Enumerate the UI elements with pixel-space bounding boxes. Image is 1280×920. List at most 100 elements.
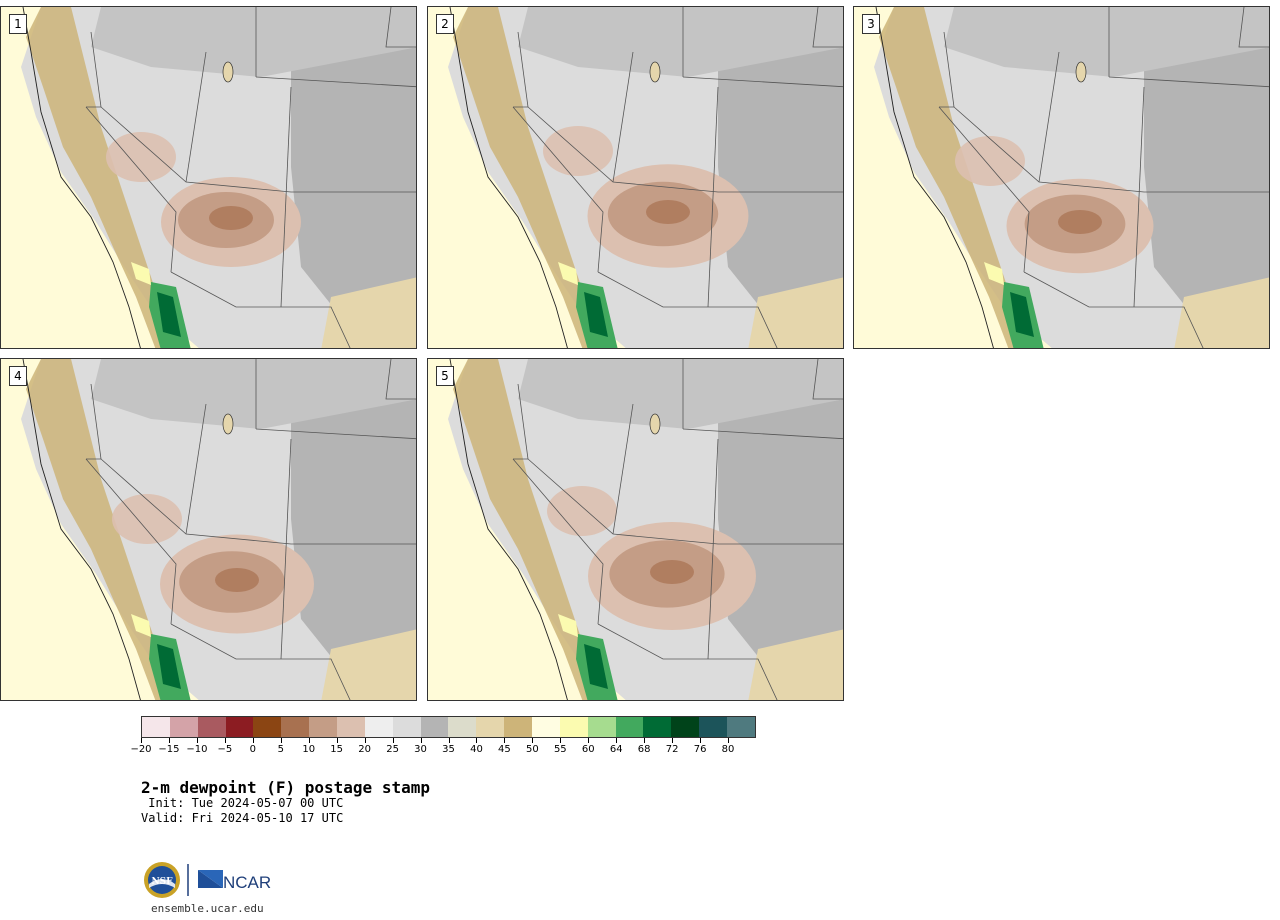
ncar-logo-icon: NCAR — [198, 870, 271, 892]
colorbar-tick-label: 25 — [386, 744, 399, 755]
moist-region — [558, 614, 578, 637]
state-boundary — [812, 7, 843, 48]
stamp-number-label: 5 — [436, 366, 454, 386]
colorbar-tick-label: 35 — [442, 744, 455, 755]
plains-dry — [718, 47, 843, 317]
colorbar-swatch — [504, 717, 533, 737]
plains-dry — [718, 399, 843, 669]
colorbar-tick — [672, 738, 674, 743]
colorbar-tick-label: −10 — [186, 744, 208, 755]
colorbar-tick-label: 0 — [249, 744, 256, 755]
colorbar-tick — [168, 738, 170, 743]
colorbar-tick-label: 45 — [498, 744, 511, 755]
colorbar-swatch — [392, 717, 421, 737]
stamp-panel-4: 4 — [0, 358, 417, 701]
state-boundary — [1134, 306, 1204, 348]
state-boundary — [597, 271, 708, 308]
state-boundary — [512, 106, 604, 273]
coastal-moisture — [879, 7, 1029, 348]
coastal-moisture — [453, 359, 603, 700]
coastline — [22, 359, 141, 700]
coastline — [449, 359, 568, 700]
colorbar-tick — [252, 738, 254, 743]
colorbar-swatch — [169, 717, 198, 737]
stamp-number-label: 2 — [436, 14, 454, 34]
colorbar-tick — [308, 738, 310, 743]
plains-dry — [291, 47, 416, 317]
coastal-moisture — [26, 359, 176, 700]
colorbar-tick — [700, 738, 702, 743]
colorbar-swatch — [615, 717, 644, 737]
moist-region — [131, 262, 151, 285]
colorbar-tick-label: 10 — [302, 744, 316, 755]
eastern-moisture — [321, 629, 416, 700]
state-boundary — [185, 403, 207, 535]
colorbar-swatch — [699, 717, 728, 737]
moist-region — [131, 614, 151, 637]
state-boundary — [1023, 271, 1134, 308]
colorbar-swatch — [727, 717, 755, 737]
coastal-moisture — [453, 7, 603, 348]
colorbar-tick — [560, 738, 562, 743]
moist-region — [558, 262, 578, 285]
coastline — [22, 7, 141, 348]
stamp-number-label: 4 — [9, 366, 27, 386]
dry-region — [955, 136, 1025, 186]
state-boundary — [527, 106, 843, 193]
colorbar-tick — [141, 738, 142, 743]
colorbar-swatch — [225, 717, 254, 737]
stamp-panel-1: 1 — [0, 6, 417, 349]
state-boundary — [612, 403, 634, 535]
northern-region — [91, 359, 416, 429]
eastern-moisture — [1174, 277, 1269, 348]
dewpoint-map — [854, 7, 1269, 348]
colorbar-tick-label: 40 — [470, 744, 483, 755]
colorbar-swatch — [532, 717, 560, 737]
colorbar-tick-label: 60 — [581, 744, 595, 755]
state-boundary — [185, 51, 207, 183]
colorbar-tick — [448, 738, 450, 743]
very-humid-region — [584, 292, 608, 337]
extreme-dry-core — [215, 568, 259, 592]
dry-region — [106, 132, 176, 182]
stamp-panel-2: 2 — [427, 6, 844, 349]
colorbar-swatch — [587, 717, 616, 737]
colorbar-swatch — [559, 717, 588, 737]
coastline — [449, 7, 568, 348]
nsf-ncar-logo: NSF NCAR — [144, 862, 271, 898]
lake — [222, 413, 234, 435]
colorbar-tick-label: 80 — [721, 744, 735, 755]
state-boundary — [707, 86, 719, 308]
colorbar-tick-label: 50 — [525, 744, 539, 755]
state-boundary — [953, 106, 1269, 193]
state-boundary — [707, 438, 719, 660]
dry-region — [112, 494, 182, 544]
state-boundary — [100, 458, 416, 545]
colorbar-swatch — [142, 717, 170, 737]
colorbar-ticks: −20 −15 −10 −5 0 5 10 15 20 25 30 35 40 45 50 55 60 64 68 7… — [130, 738, 756, 758]
colorbar-tick-label: 55 — [553, 744, 567, 755]
state-boundary — [280, 438, 292, 660]
colorbar-swatch — [448, 717, 477, 737]
colorbar-tick — [280, 738, 282, 743]
state-boundary — [280, 86, 292, 308]
state-boundary — [85, 458, 177, 625]
northern-region — [91, 7, 416, 77]
state-boundary — [385, 359, 416, 400]
eastern-moisture — [748, 277, 843, 348]
very-humid-region — [157, 292, 181, 337]
colorbar-tick-label: 5 — [277, 744, 284, 755]
state-boundary — [281, 658, 351, 700]
nsf-seal-icon: NSF — [144, 862, 180, 898]
dry-region — [547, 486, 617, 536]
colorbar-tick — [616, 738, 618, 743]
coastal-moisture — [26, 7, 176, 348]
eastern-moisture — [321, 277, 416, 348]
colorbar-tick-label: 30 — [414, 744, 427, 755]
state-boundary — [812, 359, 843, 400]
colorbar-swatch — [476, 717, 505, 737]
colorbar-tick — [532, 738, 534, 743]
state-boundary — [170, 623, 281, 660]
colorbar-tick-label: 64 — [609, 744, 623, 755]
lake — [649, 61, 661, 83]
